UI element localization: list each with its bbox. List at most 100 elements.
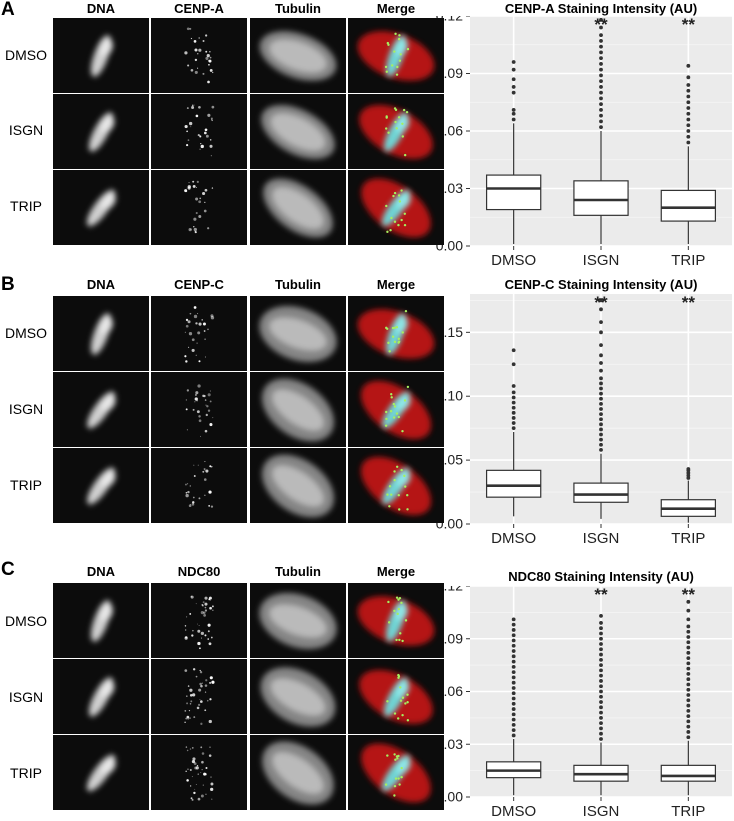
box-iqr [573, 482, 629, 503]
outlier-point [686, 698, 691, 703]
box-iqr [485, 174, 542, 211]
micrograph-merge [348, 296, 444, 371]
outlier-point [511, 654, 516, 659]
outlier-point [511, 628, 516, 632]
micrograph-merge [348, 94, 444, 169]
outlier-point [686, 703, 691, 708]
micrograph-dna [53, 735, 149, 810]
outlier-point [511, 348, 516, 353]
micrograph-marker [151, 735, 247, 810]
outlier-point [686, 608, 691, 613]
micrograph-marker [151, 448, 247, 523]
outlier-point [686, 599, 691, 604]
outlier-point [599, 119, 603, 124]
outlier-point [686, 106, 691, 110]
outlier-point [599, 412, 603, 417]
outlier-point [599, 432, 603, 437]
outlier-point [686, 682, 691, 687]
outlier-point [511, 77, 516, 82]
outlier-point [686, 100, 691, 105]
outlier-point [599, 62, 603, 66]
outlier-point [511, 622, 516, 627]
micrograph-tubulin [250, 372, 346, 447]
outlier-point [599, 621, 603, 625]
box-iqr [485, 469, 542, 498]
micrograph-dna [53, 583, 149, 658]
panel-c: C DNA NDC80 Tubulin Merge DMSO ISGN TRIP… [0, 559, 734, 821]
row-label-dmso: DMSO [5, 613, 47, 629]
x-tick-label: TRIP [671, 530, 705, 547]
outlier-point [599, 108, 603, 112]
outlier-point [599, 422, 603, 427]
row-label-dmso: DMSO [5, 325, 47, 341]
outlier-point [599, 726, 603, 731]
outlier-point [599, 401, 603, 406]
outlier-point [599, 679, 603, 683]
outlier-point [511, 643, 516, 648]
outlier-point [511, 60, 516, 64]
outlier-point [599, 689, 603, 694]
outlier-point [686, 708, 691, 713]
col-header-dna: DNA [86, 564, 116, 579]
outlier-point [599, 85, 603, 89]
outlier-point [599, 700, 603, 704]
significance-label: ** [682, 294, 696, 312]
outlier-point [599, 376, 603, 381]
outlier-point [599, 50, 603, 55]
outlier-point [511, 405, 516, 410]
outlier-point [599, 307, 603, 312]
micrograph-dna [53, 659, 149, 734]
outlier-point [599, 90, 603, 95]
outlier-point [599, 447, 603, 452]
box-trip [660, 467, 717, 523]
row-label-trip: TRIP [10, 477, 42, 493]
y-tick-label: 0.12 [436, 586, 463, 594]
col-header-marker: CENP-A [174, 1, 224, 16]
outlier-point [686, 687, 691, 692]
outlier-point [686, 117, 691, 122]
micrograph-merge [348, 372, 444, 447]
outlier-point [511, 426, 516, 431]
panel-b: B DNA CENP-C Tubulin Merge DMSO ISGN TRI… [0, 274, 734, 547]
outlier-point [599, 631, 603, 636]
col-header-tubulin: Tubulin [275, 277, 321, 292]
micrograph-tubulin [250, 735, 346, 810]
outlier-point [686, 650, 691, 655]
outlier-point [686, 714, 691, 719]
micrograph-dna [53, 170, 149, 245]
outlier-point [511, 717, 516, 722]
outlier-point [599, 396, 603, 401]
outlier-point [511, 728, 516, 733]
row-label-trip: TRIP [10, 198, 42, 214]
box-isgn [573, 613, 629, 796]
outlier-point [511, 638, 516, 643]
outlier-point [599, 39, 603, 43]
micrograph-marker [151, 372, 247, 447]
outlier-point [599, 437, 603, 442]
outlier-point [686, 640, 691, 645]
outlier-point [599, 442, 603, 447]
outlier-point [511, 659, 516, 664]
panel-letter: C [1, 559, 15, 580]
outlier-point [599, 102, 603, 107]
outlier-point [599, 25, 603, 30]
outlier-point [599, 361, 603, 365]
outlier-point [686, 677, 691, 682]
micrograph-tubulin [250, 448, 346, 523]
outlier-point [686, 656, 691, 660]
outlier-point [599, 715, 603, 720]
outlier-point [599, 368, 603, 373]
outlier-point [686, 661, 691, 666]
chart-title: CENP-A Staining Intensity (AU) [504, 1, 698, 16]
outlier-point [599, 353, 603, 358]
outlier-point [599, 33, 603, 38]
outlier-point [511, 680, 516, 685]
outlier-point [686, 635, 691, 639]
outlier-point [599, 391, 603, 396]
micrograph-dna [53, 372, 149, 447]
box-iqr [660, 764, 717, 782]
outlier-point [599, 668, 603, 673]
outlier-point [599, 642, 603, 646]
micrograph-tubulin [250, 659, 346, 734]
box-trip [660, 599, 717, 796]
